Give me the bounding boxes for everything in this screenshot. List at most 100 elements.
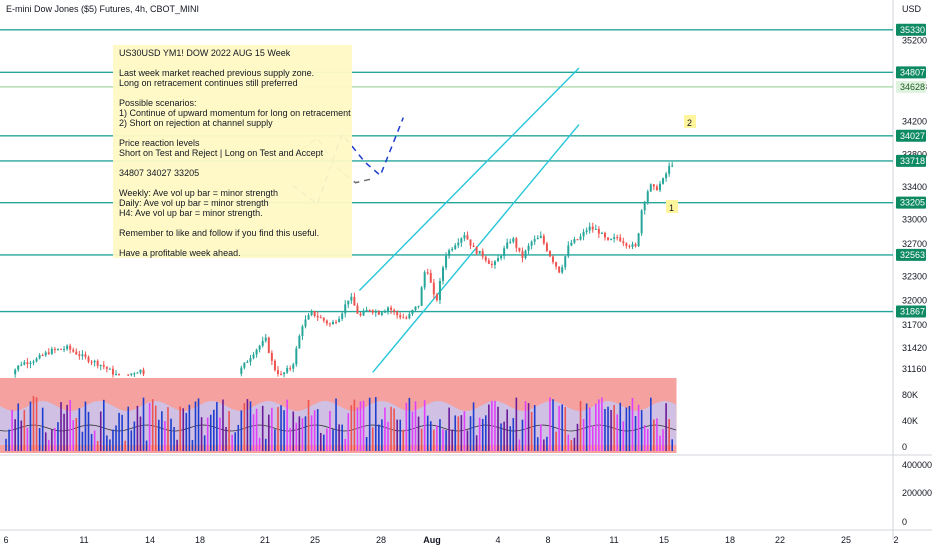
candle-body xyxy=(429,272,432,283)
price-tick-label: 31160 xyxy=(902,364,926,374)
level-badge-label: 32563 xyxy=(900,250,925,260)
volume-tick-label: 40K xyxy=(902,416,918,426)
candle-body xyxy=(270,352,273,361)
level-badge-label: 33718 xyxy=(900,156,925,166)
level-badge-label: 31867 xyxy=(900,307,925,317)
candle-body xyxy=(356,305,359,314)
price-tick-label: 33800 xyxy=(902,149,927,159)
candle-body xyxy=(503,248,506,257)
level-badge xyxy=(896,305,926,318)
candle-body xyxy=(490,263,493,265)
candle-body xyxy=(252,354,255,359)
candle-body xyxy=(524,250,527,258)
level-badges: 35330 34807 34628 34027 33718 33205 32563 31867 xyxy=(896,23,926,318)
time-tick-label: 4 xyxy=(495,535,500,545)
level-badge xyxy=(896,80,926,93)
level-badge xyxy=(896,196,926,209)
candle-body xyxy=(597,228,600,234)
candle-body xyxy=(399,315,402,318)
candle-body xyxy=(273,360,276,371)
candle-body xyxy=(350,296,353,301)
candle-body xyxy=(613,237,616,239)
candle-body xyxy=(515,238,518,248)
price-tick-label: 32700 xyxy=(902,239,927,249)
candle-body xyxy=(139,369,142,373)
candle-body xyxy=(78,354,81,356)
candle-body xyxy=(591,226,594,230)
chart-title: E-mini Dow Jones ($5) Futures, 4h, CBOT_… xyxy=(6,4,199,14)
candle-body xyxy=(393,310,396,312)
level-badge xyxy=(896,23,926,36)
candle-body xyxy=(264,337,267,341)
candle-body xyxy=(616,237,619,239)
candle-body xyxy=(530,241,533,246)
scenario-label-2: 2 xyxy=(684,115,696,128)
time-tick-label: 11 xyxy=(609,535,618,545)
candle-body xyxy=(451,248,454,251)
candle-body xyxy=(417,305,420,307)
candle-body xyxy=(658,183,661,191)
candle-body xyxy=(484,256,487,261)
candle-body xyxy=(622,241,625,244)
candles xyxy=(14,162,674,378)
note-line: H4: Ave vol up bar = minor strength. xyxy=(119,208,263,218)
candle-body xyxy=(66,345,69,349)
candle-body xyxy=(249,358,252,362)
candle-body xyxy=(420,287,423,306)
candle-body xyxy=(365,309,368,312)
candle-body xyxy=(301,326,304,336)
candle-body xyxy=(567,245,570,257)
candle-body xyxy=(387,307,389,311)
candle-body xyxy=(561,267,564,273)
candle-body xyxy=(283,372,286,375)
candle-body xyxy=(87,356,90,362)
candle-body xyxy=(518,247,521,252)
candle-body xyxy=(359,313,362,316)
candle-body xyxy=(426,272,429,274)
time-axis[interactable]: 6 11 14 18 21 25 28 Aug 4 8 11 15 18 22 25 2 xyxy=(3,535,898,545)
time-tick-label: 11 xyxy=(79,535,88,545)
candle-body xyxy=(481,250,484,257)
candle-body xyxy=(448,250,451,256)
candle-body xyxy=(118,374,121,376)
candle-body xyxy=(500,256,503,259)
note-line: US30USD YM1! DOW 2022 AUG 15 Week xyxy=(119,48,291,58)
candle-body xyxy=(652,184,655,187)
candle-body xyxy=(478,250,481,254)
candle-body xyxy=(338,318,341,323)
candle-body xyxy=(240,367,243,374)
candle-body xyxy=(637,233,640,247)
candle-body xyxy=(463,235,466,239)
candle-body xyxy=(258,345,261,350)
candle-body xyxy=(304,319,307,327)
candle-body xyxy=(280,373,283,375)
candle-body xyxy=(380,312,383,315)
candle-body xyxy=(316,315,319,318)
candle-body xyxy=(344,304,347,314)
candle-body xyxy=(665,173,668,179)
candle-body xyxy=(23,362,26,365)
candle-body xyxy=(38,355,41,359)
candle-body xyxy=(35,358,38,362)
candle-body xyxy=(558,266,561,273)
candle-body xyxy=(402,317,405,319)
candle-body xyxy=(267,337,270,353)
candle-body xyxy=(286,368,289,373)
note-line: Short on Test and Reject | Long on Test … xyxy=(119,148,324,158)
candle-body xyxy=(576,239,579,241)
candle-body xyxy=(469,239,472,246)
candle-body xyxy=(44,352,47,356)
candle-body xyxy=(313,311,316,316)
note-line: 2) Short on rejection at channel supply xyxy=(119,118,273,128)
candle-body xyxy=(335,321,338,323)
candle-body xyxy=(105,366,108,369)
candle-body xyxy=(289,368,292,370)
candle-body xyxy=(390,307,393,311)
candle-body xyxy=(325,320,328,324)
level-badge-label: 34027 xyxy=(900,131,925,141)
candle-body xyxy=(466,235,469,240)
price-tick-label: 34200 xyxy=(902,117,927,127)
candle-body xyxy=(487,260,490,264)
time-tick-label: 21 xyxy=(260,535,270,545)
